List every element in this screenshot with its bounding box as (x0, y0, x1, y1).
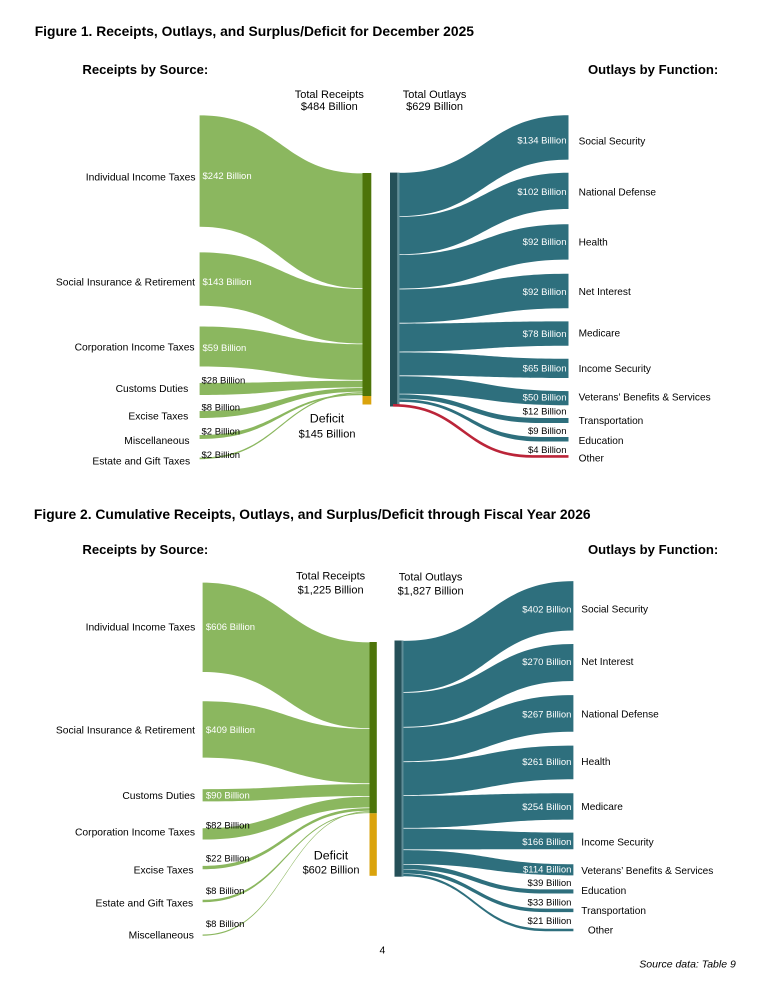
svg-text:Figure 2. Cumulative Receipts,: Figure 2. Cumulative Receipts, Outlays, … (34, 506, 591, 522)
svg-text:Education: Education (581, 886, 626, 897)
svg-text:$12 Billion: $12 Billion (523, 407, 567, 418)
svg-text:4: 4 (379, 944, 385, 956)
svg-text:$102 Billion: $102 Billion (517, 187, 566, 198)
svg-text:$39 Billion: $39 Billion (528, 878, 572, 889)
svg-text:Transportation: Transportation (579, 416, 644, 427)
svg-text:$2 Billion: $2 Billion (202, 427, 241, 438)
svg-text:Other: Other (579, 454, 605, 465)
svg-text:Total Receipts: Total Receipts (295, 89, 365, 101)
svg-text:Transportation: Transportation (581, 906, 646, 917)
svg-text:$33 Billion: $33 Billion (528, 897, 572, 908)
svg-text:Estate and Gift Taxes: Estate and Gift Taxes (92, 457, 190, 468)
svg-text:Miscellaneous: Miscellaneous (129, 931, 194, 942)
svg-text:Corporation Income Taxes: Corporation Income Taxes (75, 828, 195, 839)
svg-text:$143 Billion: $143 Billion (203, 277, 252, 288)
svg-text:Total Outlays: Total Outlays (403, 89, 467, 101)
svg-text:Figure 1. Receipts, Outlays, a: Figure 1. Receipts, Outlays, and Surplus… (35, 23, 475, 39)
svg-text:Income Security: Income Security (579, 364, 652, 375)
svg-text:$9 Billion: $9 Billion (528, 426, 567, 437)
svg-text:Deficit: Deficit (310, 412, 345, 426)
svg-text:$166 Billion: $166 Billion (522, 837, 571, 848)
svg-text:Total Outlays: Total Outlays (399, 572, 463, 584)
svg-text:Social Insurance & Retirement: Social Insurance & Retirement (56, 726, 195, 737)
svg-text:Social Security: Social Security (581, 604, 649, 615)
svg-text:$22 Billion: $22 Billion (206, 854, 250, 865)
svg-text:$92 Billion: $92 Billion (523, 237, 567, 248)
svg-text:$8 Billion: $8 Billion (206, 886, 245, 897)
svg-text:Veterans’ Benefits & Services: Veterans’ Benefits & Services (579, 392, 711, 403)
svg-text:$50 Billion: $50 Billion (523, 393, 567, 404)
svg-text:Social Security: Social Security (579, 137, 647, 148)
svg-text:Individual Income Taxes: Individual Income Taxes (86, 622, 196, 633)
svg-text:$402 Billion: $402 Billion (522, 605, 571, 616)
svg-text:Total Receipts: Total Receipts (296, 570, 366, 582)
svg-text:$82 Billion: $82 Billion (206, 821, 250, 832)
svg-text:$606 Billion: $606 Billion (206, 622, 255, 633)
svg-text:Excise Taxes: Excise Taxes (128, 412, 188, 423)
svg-text:$21 Billion: $21 Billion (528, 916, 572, 927)
svg-text:Health: Health (579, 237, 608, 248)
svg-text:$602 Billion: $602 Billion (303, 865, 360, 877)
svg-text:Outlays by Function:: Outlays by Function: (588, 542, 718, 557)
svg-text:$28 Billion: $28 Billion (202, 375, 246, 386)
svg-text:Medicare: Medicare (579, 329, 621, 340)
svg-text:$8 Billion: $8 Billion (202, 403, 241, 414)
svg-text:Individual Income Taxes: Individual Income Taxes (86, 173, 196, 184)
svg-text:$629 Billion: $629 Billion (406, 101, 463, 113)
svg-text:$114 Billion: $114 Billion (523, 865, 571, 876)
svg-text:Customs Duties: Customs Duties (116, 384, 189, 395)
svg-text:$145 Billion: $145 Billion (299, 429, 356, 441)
svg-text:$134 Billion: $134 Billion (517, 135, 566, 146)
svg-text:$90 Billion: $90 Billion (206, 791, 250, 802)
svg-text:$1,225 Billion: $1,225 Billion (298, 585, 364, 597)
svg-text:$4 Billion: $4 Billion (528, 445, 567, 456)
svg-text:Social Insurance & Retirement: Social Insurance & Retirement (56, 277, 195, 288)
svg-text:National Defense: National Defense (579, 188, 657, 199)
svg-text:Corporation Income Taxes: Corporation Income Taxes (75, 343, 195, 354)
svg-text:Receipts by Source:: Receipts by Source: (82, 62, 208, 77)
svg-text:Receipts by Source:: Receipts by Source: (82, 542, 208, 557)
svg-text:$92 Billion: $92 Billion (523, 287, 567, 298)
svg-text:Medicare: Medicare (581, 802, 623, 813)
svg-text:Veterans’ Benefits & Services: Veterans’ Benefits & Services (581, 866, 713, 877)
svg-text:$254 Billion: $254 Billion (522, 802, 571, 813)
svg-text:$261 Billion: $261 Billion (522, 757, 571, 768)
svg-text:Excise Taxes: Excise Taxes (134, 866, 194, 877)
svg-text:Income Security: Income Security (581, 838, 654, 849)
svg-text:$267 Billion: $267 Billion (522, 709, 571, 720)
svg-text:$59 Billion: $59 Billion (203, 343, 247, 354)
svg-text:Outlays by Function:: Outlays by Function: (588, 62, 718, 77)
svg-text:Deficit: Deficit (314, 849, 349, 863)
svg-text:$270 Billion: $270 Billion (522, 657, 571, 668)
svg-text:$484 Billion: $484 Billion (301, 101, 358, 113)
svg-text:$65 Billion: $65 Billion (523, 364, 567, 375)
svg-text:$409 Billion: $409 Billion (206, 725, 255, 736)
svg-text:Health: Health (581, 757, 610, 768)
svg-text:Miscellaneous: Miscellaneous (124, 436, 189, 447)
svg-text:National Defense: National Defense (581, 710, 659, 721)
svg-text:Other: Other (588, 926, 614, 937)
svg-text:Source data: Table 9: Source data: Table 9 (639, 959, 736, 971)
svg-text:Education: Education (579, 436, 624, 447)
svg-text:$8 Billion: $8 Billion (206, 919, 245, 930)
svg-text:Customs Duties: Customs Duties (122, 791, 195, 802)
svg-text:$2 Billion: $2 Billion (202, 450, 241, 461)
svg-text:Net Interest: Net Interest (579, 287, 631, 298)
svg-text:$242 Billion: $242 Billion (203, 171, 252, 182)
svg-text:$1,827 Billion: $1,827 Billion (398, 586, 464, 598)
svg-text:Net Interest: Net Interest (581, 657, 633, 668)
svg-text:$78 Billion: $78 Billion (523, 329, 567, 340)
svg-text:Estate and Gift Taxes: Estate and Gift Taxes (96, 899, 194, 910)
